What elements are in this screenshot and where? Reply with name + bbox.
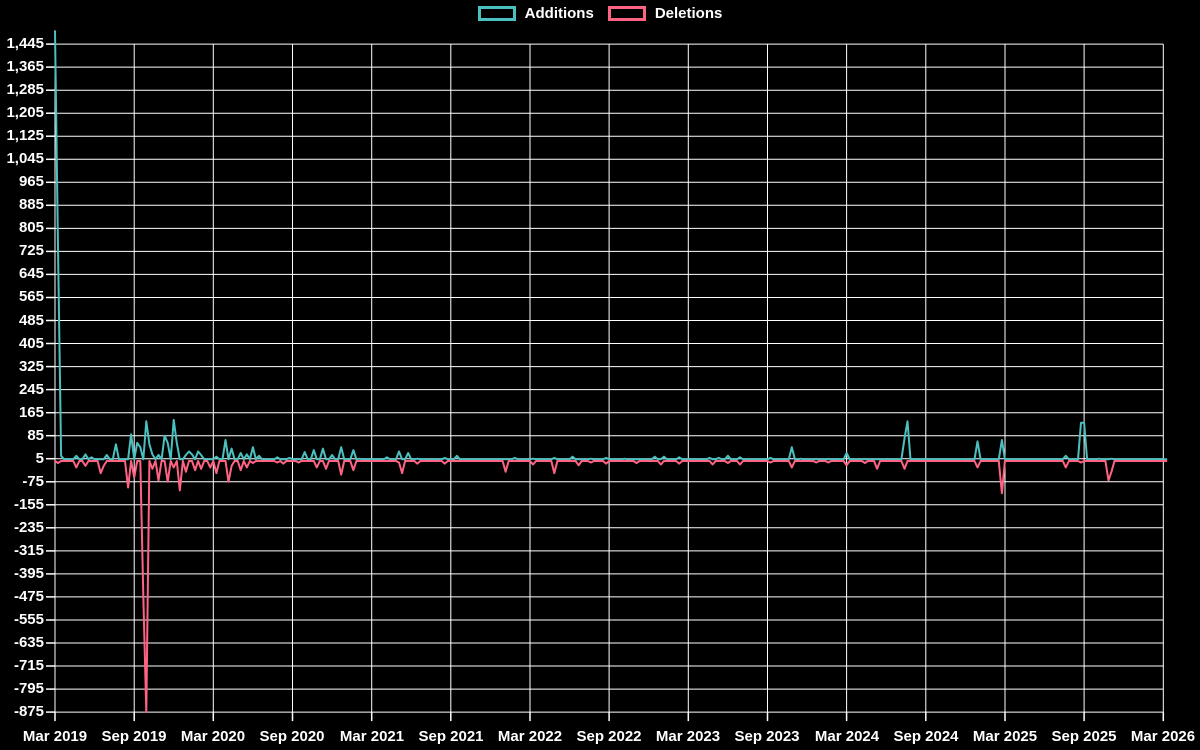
y-axis-tick-label: 485 <box>18 312 44 329</box>
x-axis-tick-label: Mar 2020 <box>180 728 246 745</box>
y-axis-tick-label: 85 <box>27 427 44 444</box>
deletions-swatch-icon <box>607 6 646 21</box>
y-axis-tick-label: 165 <box>18 404 44 421</box>
y-axis-tick-label: 885 <box>18 196 44 213</box>
y-axis-tick-label: 405 <box>18 335 44 352</box>
x-axis-tick-label: Mar 2019 <box>22 728 88 745</box>
y-axis-tick-label: -315 <box>13 542 44 559</box>
legend-item-additions[interactable]: Additions <box>477 5 594 22</box>
y-axis-tick-label: 1,205 <box>6 104 44 121</box>
y-axis-tick-label: 325 <box>18 358 44 375</box>
y-axis-tick-label: 805 <box>18 219 44 236</box>
x-axis-tick-label: Sep 2021 <box>418 728 484 745</box>
x-axis-tick-label: Sep 2019 <box>101 728 167 745</box>
y-axis-tick-label: -235 <box>13 519 44 536</box>
y-axis-tick-label: 645 <box>18 265 44 282</box>
x-axis-tick-label: Mar 2023 <box>655 728 721 745</box>
y-axis-tick-label: -75 <box>22 473 44 490</box>
y-axis-tick-label: 1,445 <box>6 35 44 52</box>
y-axis-tick-label: -395 <box>13 565 44 582</box>
y-axis-tick-label: -795 <box>13 680 44 697</box>
additions-swatch-icon <box>477 6 516 21</box>
x-axis-tick-label: Mar 2026 <box>1130 728 1196 745</box>
y-axis-tick-label: 245 <box>18 381 44 398</box>
x-axis-tick-label: Sep 2024 <box>893 728 959 745</box>
x-axis-tick-label: Sep 2025 <box>1051 728 1117 745</box>
legend-item-deletions[interactable]: Deletions <box>607 5 723 22</box>
y-axis-tick-label: -555 <box>13 611 44 628</box>
y-axis-tick-label: -475 <box>13 588 44 605</box>
y-axis-tick-label: 1,045 <box>6 150 44 167</box>
y-axis-tick-label: -715 <box>13 657 44 674</box>
y-axis-tick-label: -155 <box>13 496 44 513</box>
y-axis-tick-label: -635 <box>13 634 44 651</box>
x-axis-tick-label: Mar 2024 <box>814 728 880 745</box>
y-axis-tick-label: 1,365 <box>6 58 44 75</box>
x-axis-tick-label: Mar 2022 <box>497 728 563 745</box>
x-axis-tick-label: Sep 2020 <box>259 728 325 745</box>
y-axis-tick-label: 5 <box>35 450 44 467</box>
y-axis-tick-label: 965 <box>18 173 44 190</box>
x-axis-tick-label: Sep 2023 <box>734 728 800 745</box>
x-axis-tick-label: Mar 2021 <box>339 728 405 745</box>
y-axis-tick-label: 1,285 <box>6 81 44 98</box>
y-axis-tick-label: 565 <box>18 288 44 305</box>
x-axis-tick-label: Mar 2025 <box>972 728 1038 745</box>
chart-legend: Additions Deletions <box>0 6 1200 21</box>
y-axis-tick-label: 1,125 <box>6 127 44 144</box>
legend-label-additions: Additions <box>524 5 594 22</box>
y-axis-tick-label: 725 <box>18 242 44 259</box>
legend-label-deletions: Deletions <box>654 5 723 22</box>
y-axis-tick-label: -875 <box>13 703 44 720</box>
x-axis-tick-label: Sep 2022 <box>576 728 642 745</box>
